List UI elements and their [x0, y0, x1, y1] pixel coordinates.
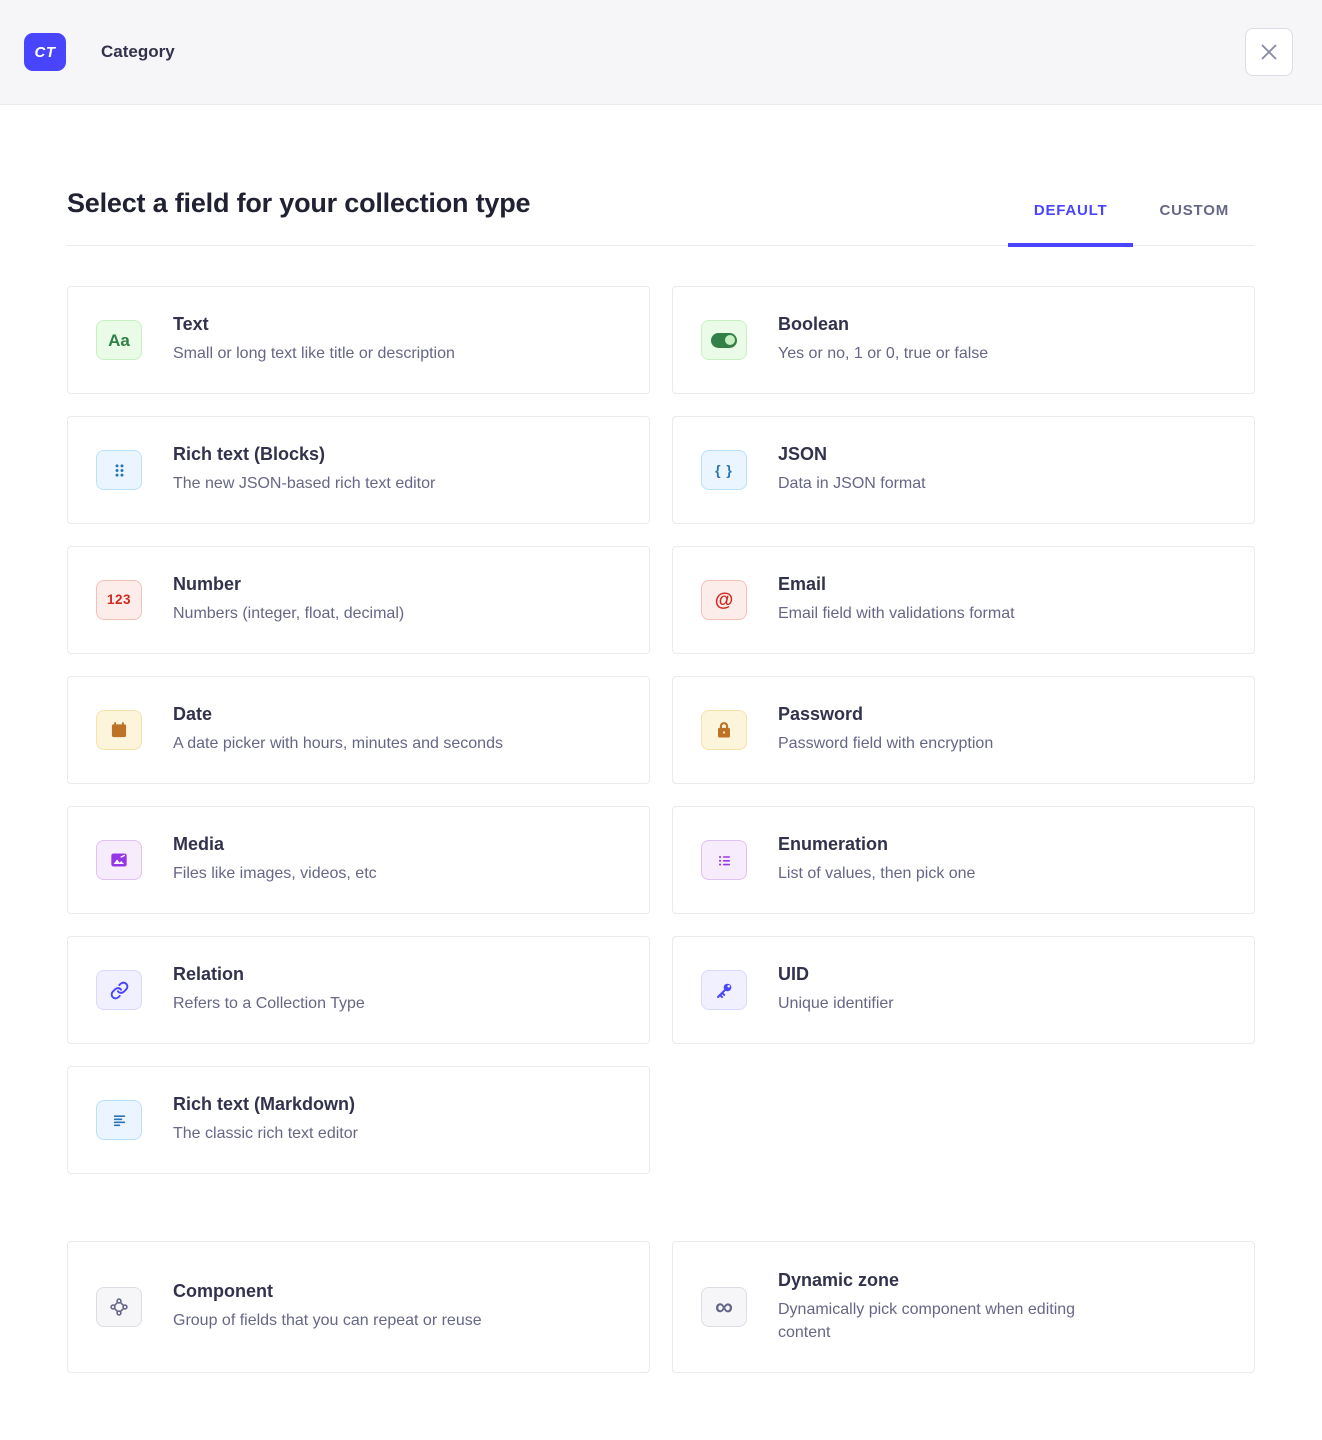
field-card-richtext-markdown[interactable]: Rich text (Markdown) The classic rich te…	[67, 1066, 650, 1174]
tab-custom[interactable]: CUSTOM	[1133, 194, 1255, 245]
advanced-fields-grid: Component Group of fields that you can r…	[67, 1241, 1255, 1373]
text-field-icon: Aa	[96, 320, 142, 360]
field-title: Rich text (Blocks)	[173, 444, 326, 465]
field-card-relation[interactable]: Relation Refers to a Collection Type	[67, 936, 650, 1044]
number-123-icon: 123	[96, 580, 142, 620]
content-type-name: Category	[101, 42, 175, 61]
field-card-uid[interactable]: UID Unique identifier	[672, 936, 1255, 1044]
boolean-toggle-icon	[701, 320, 747, 360]
content-type-badge: CT	[24, 33, 66, 71]
field-description: Password field with encryption	[778, 735, 994, 753]
field-description: Data in JSON format	[778, 475, 926, 493]
field-card-password[interactable]: Password Password field with encryption	[672, 676, 1255, 784]
close-button[interactable]	[1245, 28, 1293, 76]
tab-default[interactable]: DEFAULT	[1007, 194, 1134, 247]
chain-link-icon	[96, 970, 142, 1010]
field-title: UID	[778, 964, 809, 985]
field-description: A date picker with hours, minutes and se…	[173, 735, 503, 753]
component-nodes-icon	[96, 1287, 142, 1327]
field-card-boolean[interactable]: Boolean Yes or no, 1 or 0, true or false	[672, 286, 1255, 394]
field-description: Small or long text like title or descrip…	[173, 345, 455, 363]
field-title: Enumeration	[778, 834, 889, 855]
close-icon	[1261, 44, 1277, 60]
field-description: Numbers (integer, float, decimal)	[173, 605, 405, 623]
field-card-enumeration[interactable]: Enumeration List of values, then pick on…	[672, 806, 1255, 914]
picture-icon	[96, 840, 142, 880]
field-title: Date	[173, 704, 213, 725]
field-title: Number	[173, 574, 242, 595]
infinity-icon: ∞	[701, 1287, 747, 1327]
field-title: Text	[173, 314, 209, 335]
field-title: Component	[173, 1281, 273, 1302]
field-description: The classic rich text editor	[173, 1125, 358, 1143]
field-card-richtext-blocks[interactable]: Rich text (Blocks) The new JSON-based ri…	[67, 416, 650, 524]
field-title: Dynamic zone	[778, 1269, 900, 1290]
field-card-json[interactable]: { } JSON Data in JSON format	[672, 416, 1255, 524]
lock-icon	[701, 710, 747, 750]
field-description: Refers to a Collection Type	[173, 995, 365, 1013]
field-description: Group of fields that you can repeat or r…	[173, 1312, 482, 1330]
field-title: Password	[778, 704, 864, 725]
page-title: Select a field for your collection type	[67, 188, 531, 218]
calendar-icon	[96, 710, 142, 750]
json-braces-icon: { }	[701, 450, 747, 490]
field-title: Rich text (Markdown)	[173, 1094, 356, 1115]
field-title: JSON	[778, 444, 828, 465]
field-card-text[interactable]: Aa Text Small or long text like title or…	[67, 286, 650, 394]
field-description: List of values, then pick one	[778, 865, 976, 883]
field-title: Email	[778, 574, 827, 595]
field-description: Email field with validations format	[778, 605, 1015, 623]
field-card-media[interactable]: Media Files like images, videos, etc	[67, 806, 650, 914]
align-left-icon	[96, 1100, 142, 1140]
field-title: Media	[173, 834, 225, 855]
field-card-dynamic-zone[interactable]: ∞ Dynamic zone Dynamically pick componen…	[672, 1241, 1255, 1373]
field-card-number[interactable]: 123 Number Numbers (integer, float, deci…	[67, 546, 650, 654]
dialog-body: Select a field for your collection type …	[0, 188, 1322, 1373]
field-description: Yes or no, 1 or 0, true or false	[778, 345, 989, 363]
title-row: Select a field for your collection type …	[67, 188, 1255, 247]
field-card-date[interactable]: Date A date picker with hours, minutes a…	[67, 676, 650, 784]
email-at-icon: @	[701, 580, 747, 620]
field-description: Dynamically pick component when editing …	[778, 1300, 1076, 1341]
field-title: Boolean	[778, 314, 850, 335]
field-description: The new JSON-based rich text editor	[173, 475, 436, 493]
fields-grid: Aa Text Small or long text like title or…	[67, 286, 1255, 1174]
blocks-drag-dots-icon	[96, 450, 142, 490]
tab-bar: DEFAULT CUSTOM	[1007, 194, 1255, 247]
field-card-component[interactable]: Component Group of fields that you can r…	[67, 1241, 650, 1373]
field-description: Unique identifier	[778, 995, 894, 1013]
header-bar: CT Category	[0, 0, 1322, 105]
key-icon	[701, 970, 747, 1010]
field-description: Files like images, videos, etc	[173, 865, 377, 883]
field-title: Relation	[173, 964, 245, 985]
field-card-email[interactable]: @ Email Email field with validations for…	[672, 546, 1255, 654]
bullet-list-icon	[701, 840, 747, 880]
